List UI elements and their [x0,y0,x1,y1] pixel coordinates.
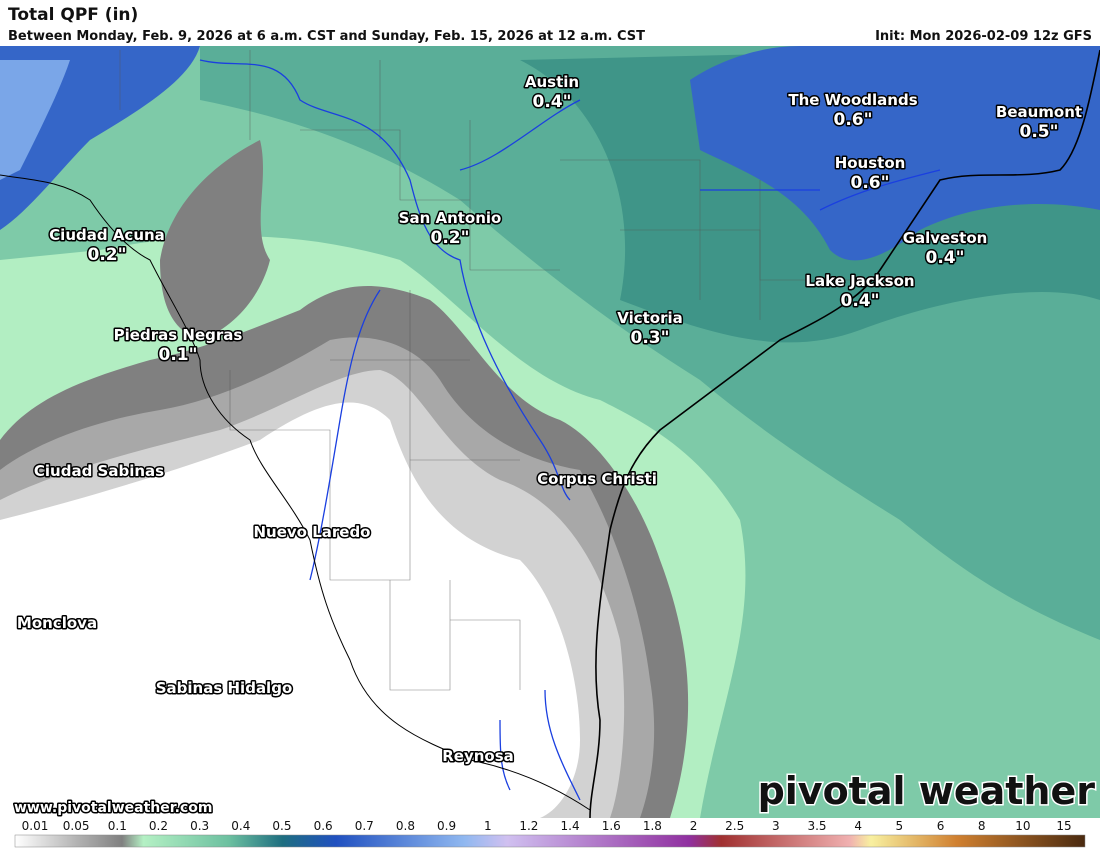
city-value: 0.4" [841,291,880,311]
colorbar-tick-label: 0.1 [108,819,127,833]
city-value: 0.6" [851,173,890,193]
colorbar-tick-label: 1.8 [643,819,662,833]
init-time: Init: Mon 2026-02-09 12z GFS [875,29,1092,44]
city-name: Austin [525,73,579,91]
colorbar-tick-label: 0.4 [231,819,250,833]
colorbar-tick-label: 0.2 [149,819,168,833]
colorbar-tick-label: 0.5 [272,819,291,833]
city-name: Piedras Negras [114,326,243,344]
colorbar-tick-label: 2 [690,819,698,833]
colorbar-tick-label: 5 [896,819,904,833]
city-value: 0.3" [631,328,670,348]
colorbar-tick-label: 0.8 [396,819,415,833]
colorbar-tick-label: 1.2 [519,819,538,833]
colorbar-tick-label: 0.3 [190,819,209,833]
colorbar-tick-label: 1.6 [602,819,621,833]
city-name: Ciudad Sabinas [34,462,164,480]
city-name: The Woodlands [788,91,917,109]
colorbar-tick-label: 0.6 [314,819,333,833]
colorbar-tick-label: 0.05 [63,819,90,833]
colorbar-tick-label: 8 [978,819,986,833]
colorbar-tick-label: 0.9 [437,819,456,833]
colorbar-tick-label: 0.01 [22,819,49,833]
colorbar-tick-label: 15 [1056,819,1071,833]
map [0,46,1100,819]
colorbar-tick-label: 0.7 [355,819,374,833]
logo: pivotal weather [758,769,1096,813]
colorbar-tick-label: 1 [484,819,492,833]
colorbar-tick-label: 3.5 [807,819,826,833]
colorbar-ticks: 0.01 0.05 0.1 0.2 0.3 0.4 0.5 0.6 0.7 0.8 0.9 1 1.2 1… [22,819,1072,833]
colorbar-tick-label: 4 [854,819,862,833]
city-name: Ciudad Acuna [49,226,165,244]
colorbar-tick-label: 6 [937,819,945,833]
city-value: 0.5" [1020,122,1059,142]
city-name: Sabinas Hidalgo [156,679,293,697]
city-name: Monclova [17,614,97,632]
city-value: 0.2" [431,228,470,248]
city-value: 0.4" [926,248,965,268]
website: www.pivotalweather.com [14,800,213,816]
city-name: Reynosa [442,747,514,765]
city-name: Beaumont [996,103,1082,121]
city-value: 0.4" [533,92,572,112]
city-name: San Antonio [399,209,502,227]
city-value: 0.1" [159,345,198,365]
colorbar-tick-label: 10 [1015,819,1030,833]
city-name: Galveston [903,229,988,247]
city-name: Corpus Christi [537,470,657,488]
colorbar-tick-label: 2.5 [725,819,744,833]
city-name: Nuevo Laredo [253,523,370,541]
colorbar [14,834,1086,848]
title: Total QPF (in) [8,5,138,25]
colorbar-tick-label: 3 [772,819,780,833]
city-name: Lake Jackson [805,272,914,290]
colorbar-tick-label: 1.4 [561,819,580,833]
city-value: 0.2" [88,245,127,265]
subtitle: Between Monday, Feb. 9, 2026 at 6 a.m. C… [8,29,645,44]
header-bar [0,0,1100,46]
city-name: Victoria [617,309,683,327]
city-value: 0.6" [834,110,873,130]
city-name: Houston [835,154,906,172]
